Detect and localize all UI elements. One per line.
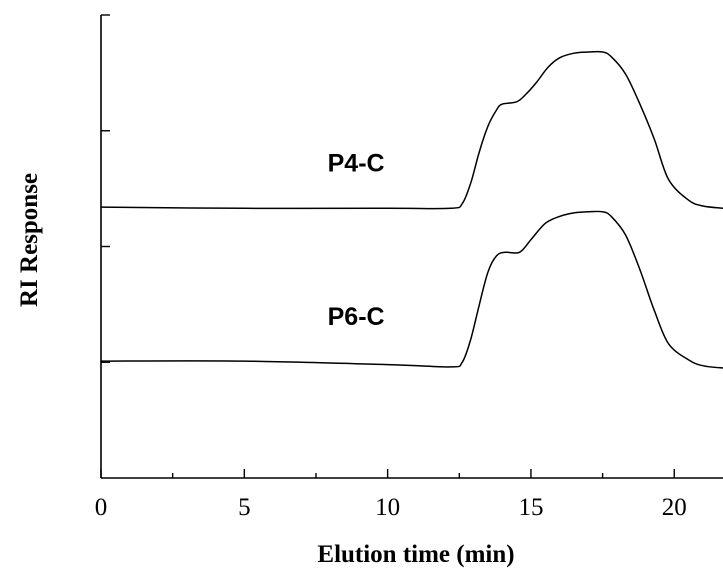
curve-label-p6-c: P6-C: [328, 303, 385, 331]
series-line-p4-c: [100, 50, 723, 210]
x-tick-label: 0: [95, 494, 108, 521]
x-axis-title: Elution time (min): [317, 541, 514, 568]
series-group: [100, 50, 723, 369]
x-tick-label: 10: [375, 494, 400, 521]
x-tick-label: 15: [518, 494, 543, 521]
annotations: P4-C P6-C: [328, 149, 385, 331]
x-ticks: 0 5 10 15 20: [95, 469, 687, 521]
y-ticks: [101, 14, 110, 363]
x-tick-label: 20: [662, 494, 687, 521]
axes: [100, 15, 723, 479]
x-tick-label: 5: [238, 494, 251, 521]
curve-label-p4-c: P4-C: [328, 149, 385, 177]
y-axis-title: RI Response: [16, 173, 43, 307]
series-line-p6-c: [100, 210, 723, 369]
